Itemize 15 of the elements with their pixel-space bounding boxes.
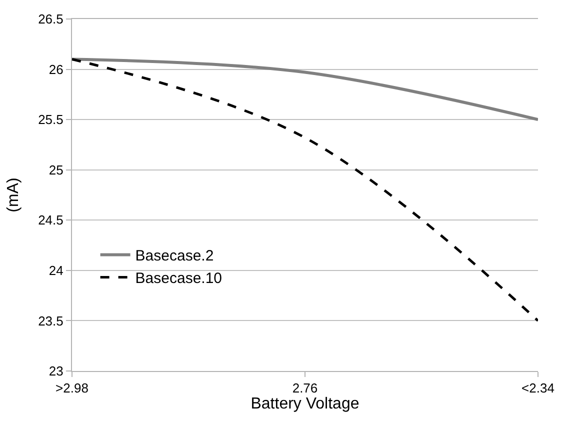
x-tick-label: 2.76 (292, 380, 318, 396)
y-tick-label: 26.5 (38, 12, 64, 27)
legend-label: Basecase.10 (135, 270, 222, 288)
y-tick-label: 25 (48, 162, 64, 178)
y-tick-label: 25.5 (38, 112, 64, 128)
y-tick-label: 23 (48, 364, 64, 379)
y-tick-label: 24 (48, 262, 64, 278)
x-axis-title: Battery Voltage (250, 396, 360, 413)
x-tick-label: <2.34 (522, 380, 554, 396)
y-tick-label: 24.5 (38, 212, 64, 228)
legend-label: Basecase.2 (135, 248, 214, 265)
y-tick-label: 23.5 (38, 313, 64, 328)
y-tick-label: 26 (48, 62, 64, 77)
y-axis-title: (mA) (4, 178, 22, 212)
x-tick-label: >2.98 (56, 380, 88, 396)
